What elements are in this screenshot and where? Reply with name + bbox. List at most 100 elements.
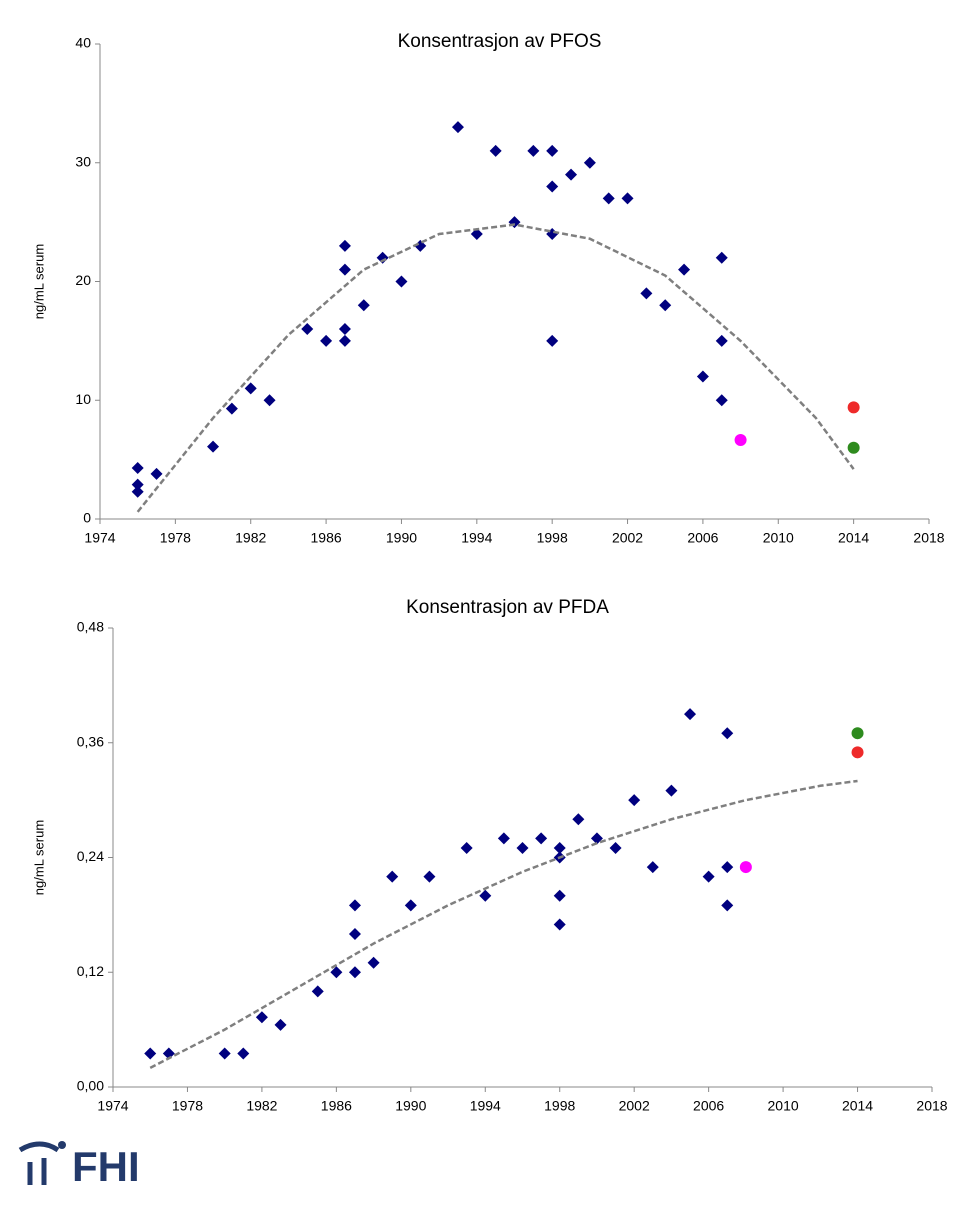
point: [546, 334, 559, 347]
point: [367, 956, 380, 969]
y-axis-label: ng/mL serum: [31, 244, 46, 319]
x-tick-label: 1998: [537, 530, 568, 546]
x-tick-label: 1978: [160, 530, 191, 546]
point: [851, 727, 864, 740]
y-axis-label: ng/mL serum: [31, 820, 46, 895]
point: [553, 889, 566, 902]
x-tick-label: 1974: [97, 1098, 128, 1114]
x-tick-label: 2010: [763, 530, 794, 546]
point: [851, 746, 864, 759]
point: [628, 794, 641, 807]
point: [739, 861, 752, 874]
x-tick-label: 2014: [838, 530, 869, 546]
point: [572, 813, 585, 826]
point: [665, 784, 678, 797]
point: [734, 434, 747, 447]
point: [489, 144, 502, 157]
logo-icon: [18, 1141, 66, 1185]
point: [263, 394, 276, 407]
point: [338, 323, 351, 335]
x-tick-label: 2006: [693, 1098, 724, 1114]
point: [527, 144, 540, 157]
point: [338, 263, 351, 276]
point: [546, 144, 559, 157]
point: [609, 841, 622, 854]
point: [451, 121, 464, 134]
point: [621, 192, 634, 205]
x-tick-label: 1974: [84, 530, 115, 546]
point: [535, 832, 548, 845]
point: [338, 239, 351, 252]
x-tick-label: 2018: [913, 530, 944, 546]
point: [602, 192, 615, 205]
x-tick-label: 2002: [612, 530, 643, 546]
x-tick-label: 1986: [311, 530, 342, 546]
point: [553, 918, 566, 931]
x-tick-label: 1994: [461, 530, 492, 546]
chart-panel: Konsentrasjon av PFOS ng/mL serum 0 10 20 30 4…: [31, 31, 944, 546]
y-tick-label: 0: [83, 510, 91, 526]
point: [721, 727, 734, 740]
x-tick-label: 2010: [768, 1098, 799, 1114]
point: [131, 478, 144, 491]
chart-title: Konsentrasjon av PFDA: [406, 597, 609, 618]
point: [395, 275, 408, 288]
point: [470, 228, 483, 240]
point: [376, 251, 389, 264]
point: [847, 441, 860, 454]
point: [348, 928, 361, 940]
point: [678, 263, 691, 276]
point: [207, 440, 220, 453]
point: [583, 156, 596, 169]
x-tick-label: 2002: [619, 1098, 650, 1114]
point: [516, 841, 529, 854]
point: [659, 299, 672, 312]
y-tick-label: 0,36: [77, 733, 104, 749]
x-tick-label: 2006: [687, 530, 718, 546]
point: [479, 889, 492, 902]
y-tick-label: 0,24: [77, 848, 104, 864]
point: [497, 832, 510, 845]
chart-title: Konsentrasjon av PFOS: [398, 31, 602, 52]
point: [311, 985, 324, 998]
point: [244, 382, 257, 395]
point: [684, 708, 697, 721]
x-tick-label: 1982: [246, 1098, 277, 1114]
point: [702, 870, 715, 883]
x-tick-label: 1986: [321, 1098, 352, 1114]
point: [640, 287, 653, 300]
y-tick-label: 0,00: [77, 1078, 104, 1094]
x-tick-label: 1990: [386, 530, 417, 546]
point: [131, 485, 144, 498]
point: [131, 461, 144, 474]
trend-line: [136, 223, 855, 513]
point: [847, 401, 860, 414]
point: [423, 870, 436, 883]
point: [320, 334, 333, 347]
point: [721, 899, 734, 912]
point: [274, 1018, 287, 1031]
y-tick-label: 30: [75, 153, 91, 169]
point: [348, 966, 361, 979]
y-tick-label: 20: [75, 272, 91, 288]
point: [225, 402, 238, 415]
point: [646, 861, 659, 874]
point: [565, 168, 578, 181]
point: [218, 1047, 231, 1060]
point: [696, 370, 709, 383]
point: [404, 899, 417, 912]
logo-text: FHI: [72, 1143, 140, 1190]
point: [162, 1047, 175, 1060]
point: [357, 299, 370, 312]
y-tick-label: 0,48: [77, 619, 104, 635]
y-tick-label: 40: [75, 35, 91, 51]
point: [546, 180, 559, 193]
point: [414, 239, 427, 252]
point: [553, 841, 566, 854]
x-tick-label: 2014: [842, 1098, 873, 1114]
point: [255, 1011, 268, 1024]
point: [338, 334, 351, 347]
point: [386, 870, 399, 883]
